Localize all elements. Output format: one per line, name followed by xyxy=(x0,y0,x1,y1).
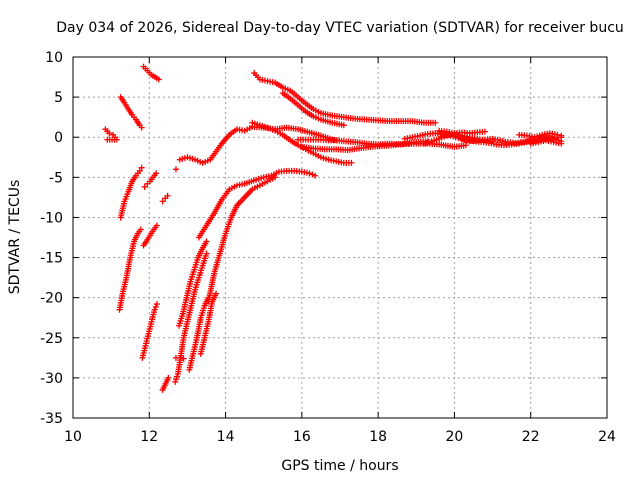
y-axis-label: SDTVAR / TECUs xyxy=(7,180,23,295)
data-point-arc-d xyxy=(137,226,144,233)
data-point-arc-j xyxy=(164,192,171,199)
y-tick-label: -5 xyxy=(49,170,63,186)
data-point-arc-s xyxy=(272,174,279,181)
y-tick-label: -25 xyxy=(40,331,63,347)
x-axis-label: GPS time / hours xyxy=(281,458,398,474)
data-point-arc-h xyxy=(151,306,158,313)
tick-label-layer: 10 12 14 16 18 20 22 24 10 5 0 -5 -10 -15 -20 -25 -30 -35 xyxy=(40,50,616,445)
data-point-arc-n xyxy=(203,238,210,245)
data-point-arc-f xyxy=(141,183,148,190)
x-tick-label: 10 xyxy=(64,429,82,445)
y-tick-label: -15 xyxy=(40,251,63,267)
data-point-arc-c xyxy=(136,167,143,174)
data-point-arc-m xyxy=(203,250,210,257)
y-tick-label: 5 xyxy=(54,90,63,106)
data-point-arc-a xyxy=(104,136,111,143)
data-point-arc-p xyxy=(213,290,220,297)
data-point-arc-v xyxy=(348,159,355,166)
data-point-arc-zc xyxy=(554,131,561,138)
data-point-arc-m xyxy=(173,376,180,383)
x-tick-label: 20 xyxy=(446,429,464,445)
y-tick-label: -35 xyxy=(40,411,63,427)
y-tick-label: 0 xyxy=(54,130,63,146)
data-point-arc-f xyxy=(153,170,160,177)
data-marks xyxy=(102,63,565,393)
data-point-arc-c xyxy=(138,164,145,171)
y-tick-label: 10 xyxy=(45,50,63,66)
data-point-arc-h xyxy=(152,303,159,310)
x-tick-label: 22 xyxy=(522,429,540,445)
data-point-arc-l xyxy=(180,355,187,362)
data-point-arc-t xyxy=(432,119,439,126)
data-point-arc-zc xyxy=(558,132,565,139)
data-point-arc-k xyxy=(172,166,179,173)
data-point-arc-a xyxy=(106,130,113,137)
x-tick-label: 14 xyxy=(217,429,235,445)
grid-layer xyxy=(73,57,607,418)
data-point-arc-zd xyxy=(558,140,565,147)
data-point-arc-m xyxy=(174,373,181,380)
x-tick-label: 24 xyxy=(598,429,616,445)
y-tick-label: -20 xyxy=(40,291,63,307)
data-point-arc-u xyxy=(340,122,347,129)
y-tick-label: -10 xyxy=(40,210,63,226)
data-point-arc-b xyxy=(138,124,145,131)
data-point-arc-g xyxy=(153,222,160,229)
x-tick-label: 18 xyxy=(369,429,387,445)
data-point-arc-z xyxy=(481,128,488,135)
x-tick-label: 16 xyxy=(293,429,311,445)
y-tick-label: -30 xyxy=(40,371,63,387)
data-point-arc-r xyxy=(312,172,319,179)
data-point-arc-w xyxy=(333,137,340,144)
data-point-arc-j xyxy=(159,198,166,205)
data-point-arc-r xyxy=(306,170,313,177)
data-point-arc-h xyxy=(153,301,160,308)
data-point-arc-e xyxy=(155,76,162,83)
data-point-arc-i xyxy=(165,374,172,381)
x-tick-label: 12 xyxy=(140,429,158,445)
data-point-arc-r xyxy=(309,171,316,178)
tick-layer xyxy=(72,56,608,419)
plot-frame xyxy=(72,56,608,419)
data-point-arc-q xyxy=(462,142,469,149)
data-point-arc-m xyxy=(172,378,179,385)
chart-title: Day 034 of 2026, Sidereal Day-to-day VTE… xyxy=(56,20,624,36)
